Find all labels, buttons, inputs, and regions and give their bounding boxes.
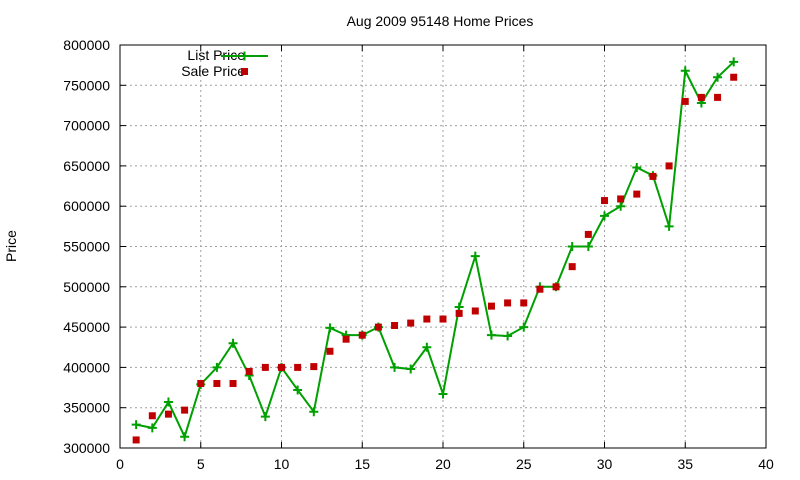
sale-price-point xyxy=(568,263,576,271)
sale-price-point xyxy=(536,285,544,293)
y-tick-label: 600000 xyxy=(63,198,110,214)
list-price-point xyxy=(729,57,739,67)
list-price-point xyxy=(163,397,173,407)
sale-price-point xyxy=(132,436,140,444)
list-price-point xyxy=(212,362,222,372)
list-price-point xyxy=(583,242,593,251)
list-price-point xyxy=(567,242,577,251)
sale-price-point xyxy=(310,363,318,371)
list-price-point xyxy=(147,423,157,433)
list-price-point xyxy=(486,330,496,340)
sale-price-point xyxy=(197,380,205,388)
list-price-point xyxy=(438,389,448,399)
sale-price-point xyxy=(423,315,431,323)
y-tick-label: 550000 xyxy=(63,239,110,255)
sale-price-point xyxy=(261,363,269,371)
sale-price-point xyxy=(633,190,641,198)
legend-marker-list-price xyxy=(240,51,249,61)
list-price-point xyxy=(422,342,432,352)
list-price-point xyxy=(519,322,529,332)
sale-price-point xyxy=(714,93,722,101)
list-price-point xyxy=(228,338,238,348)
sale-price-point xyxy=(697,93,705,101)
list-price-point xyxy=(325,323,335,333)
y-tick-label: 300000 xyxy=(63,440,110,456)
sale-price-point xyxy=(148,412,156,420)
x-tick-label: 10 xyxy=(274,456,290,472)
sale-price-point xyxy=(374,323,382,331)
sale-price-point xyxy=(649,172,657,180)
sale-price-point xyxy=(229,380,237,388)
list-price-point xyxy=(713,72,723,82)
sale-price-point xyxy=(601,197,608,205)
x-tick-label: 35 xyxy=(677,456,693,472)
list-price-line xyxy=(135,61,735,440)
y-tick-label: 650000 xyxy=(63,158,110,174)
list-price-point xyxy=(470,251,480,261)
sale-price-point xyxy=(439,315,447,323)
y-tick-label: 450000 xyxy=(63,319,110,335)
sale-price-point xyxy=(520,299,528,307)
chart-title: Aug 2009 95148 Home Prices xyxy=(347,13,534,29)
list-price-point xyxy=(390,362,400,372)
legend-marker-sale-price xyxy=(241,68,248,75)
sale-price-point xyxy=(294,363,302,371)
list-price-point xyxy=(131,420,141,430)
sale-price-point xyxy=(487,302,495,310)
list-price-point xyxy=(406,364,416,374)
legend-label-list-price: List Price xyxy=(187,47,245,63)
x-tick-label: 0 xyxy=(116,456,124,472)
sale-price-point xyxy=(617,195,625,203)
sale-price-point xyxy=(278,363,285,371)
sale-price-point xyxy=(391,321,399,329)
list-price-point xyxy=(680,66,690,76)
y-tick-label: 750000 xyxy=(63,77,110,93)
sale-price-point xyxy=(584,230,592,238)
sale-price-point xyxy=(213,380,221,388)
list-price-point xyxy=(616,201,626,211)
list-price-point xyxy=(180,432,190,442)
x-tick-label: 40 xyxy=(758,456,774,472)
sale-price-point xyxy=(455,309,463,317)
sale-price-point xyxy=(471,307,479,315)
list-price-point xyxy=(632,163,642,173)
sale-price-point xyxy=(181,406,189,414)
list-price-point xyxy=(664,221,674,231)
sale-price-point xyxy=(164,410,172,418)
y-tick-label: 700000 xyxy=(63,118,110,134)
sale-price-point xyxy=(407,319,415,327)
sale-price-point xyxy=(504,299,512,307)
y-tick-label: 800000 xyxy=(63,37,110,53)
list-price-point xyxy=(600,211,609,221)
y-tick-label: 350000 xyxy=(63,400,110,416)
sale-price-point xyxy=(730,73,738,81)
x-tick-label: 15 xyxy=(354,456,370,472)
grid-lines xyxy=(120,45,766,448)
list-price-point xyxy=(309,407,319,417)
sale-price-point xyxy=(552,283,560,291)
list-price-point xyxy=(293,385,303,395)
sale-price-point xyxy=(358,331,366,339)
sale-price-point xyxy=(681,97,689,105)
list-price-point xyxy=(503,331,513,341)
x-tick-label: 25 xyxy=(516,456,532,472)
sale-price-point xyxy=(245,367,253,375)
y-tick-label: 400000 xyxy=(63,359,110,375)
x-tick-label: 20 xyxy=(435,456,451,472)
y-tick-label: 500000 xyxy=(63,279,110,295)
sale-price-point xyxy=(342,335,350,343)
y-axis-label: Price xyxy=(3,230,19,262)
plot-frame xyxy=(119,44,767,449)
list-price-point xyxy=(260,412,270,422)
axes: 0 5 10 15 20 25 30 35 40 300000 350000 400000 450000… xyxy=(63,37,774,472)
data-series xyxy=(131,57,739,444)
sale-price-point xyxy=(665,162,673,170)
sale-price-point xyxy=(326,347,334,355)
legend-label-sale-price: Sale Price xyxy=(181,63,245,79)
x-tick-label: 5 xyxy=(197,456,205,472)
x-tick-label: 30 xyxy=(597,456,613,472)
legend: List Price Sale Price xyxy=(181,47,268,79)
